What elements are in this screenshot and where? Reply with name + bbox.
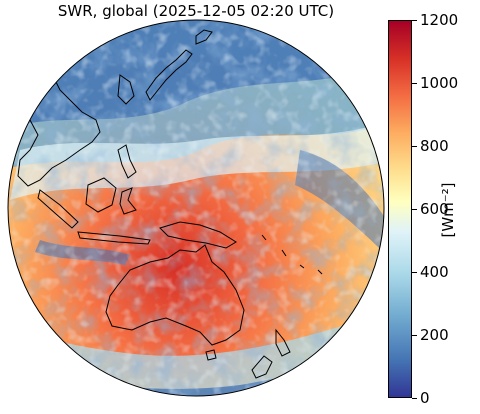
colorbar-tick (412, 272, 417, 273)
borneo-coastline (85, 177, 117, 213)
australia-coastline (105, 244, 245, 346)
new-zealand-coastline (251, 328, 291, 379)
colorbar-tick-label: 1000 (420, 74, 459, 92)
colorbar-label: [Wm⁻²] (439, 182, 457, 238)
coastlines (8, 29, 323, 379)
colorbar-tick-label: 200 (420, 326, 449, 344)
korea-coastline (117, 74, 135, 105)
colorbar-tick (412, 146, 417, 147)
colorbar-tick (412, 20, 417, 21)
radiation-field (8, 20, 384, 396)
asia-coastline (8, 39, 101, 187)
colorbar-tick-label: 600 (420, 200, 449, 218)
colorbar-tick-label: 400 (420, 263, 449, 281)
philippines-coastline (117, 144, 137, 179)
chart-title: SWR, global (2025-12-05 02:20 UTC) (57, 2, 335, 20)
colorbar (388, 20, 412, 398)
colorbar-tick (412, 335, 417, 336)
sumatra-java-coastline (37, 189, 151, 245)
new-guinea-coastline (159, 221, 237, 249)
colorbar-tick (412, 398, 417, 399)
colorbar-tick (412, 209, 417, 210)
sulawesi-coastline (119, 187, 137, 215)
colorbar-tick (412, 83, 417, 84)
pacific-islands (261, 234, 323, 275)
tasmania-coastline (205, 349, 217, 361)
colorbar-tick-label: 1200 (420, 11, 459, 29)
colorbar-tick-label: 800 (420, 137, 449, 155)
japan-coastline (145, 29, 213, 101)
colorbar-tick-label: 0 (420, 389, 430, 407)
globe-outline (7, 19, 385, 397)
